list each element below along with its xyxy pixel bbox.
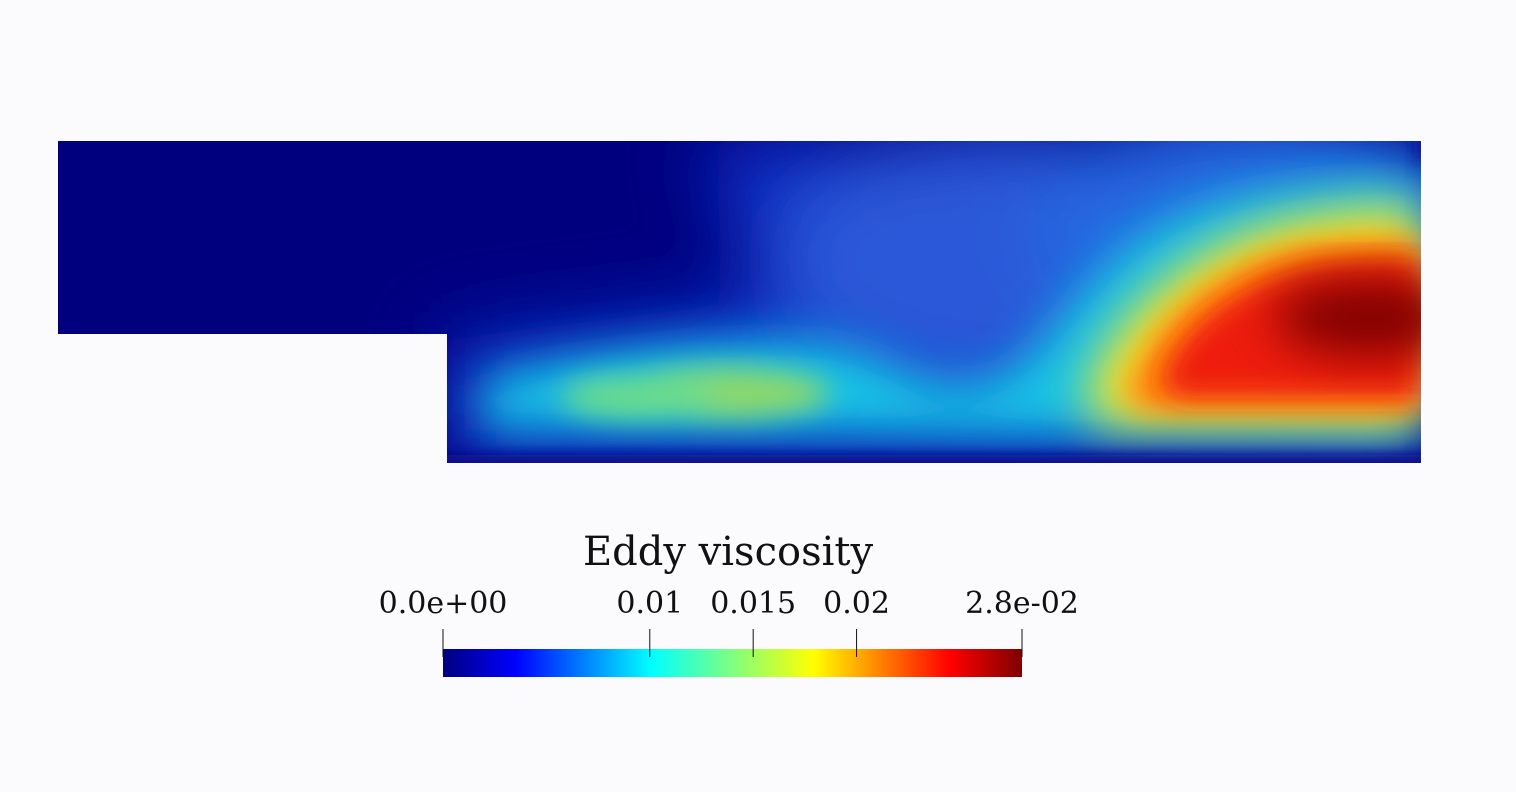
colorbar-gradient (443, 649, 1022, 677)
colorbar-tick-label: 0.0e+00 (379, 586, 508, 621)
colorbar: Eddy viscosity 0.0e+00 0.01 0.015 0.02 2.8e-… (379, 529, 1079, 677)
field-darkred-core (1275, 280, 1421, 356)
colorbar-tick-label: 2.8e-02 (965, 586, 1079, 621)
colorbar-tick-label: 0.01 (616, 586, 683, 621)
eddy-viscosity-field (58, 141, 1421, 463)
colorbar-ticks: 0.0e+00 0.01 0.015 0.02 2.8e-02 (379, 586, 1079, 657)
field-green-bubble (560, 367, 830, 419)
colorbar-tick-label: 0.015 (710, 586, 796, 621)
colorbar-tick-label: 0.02 (823, 586, 890, 621)
colorbar-title: Eddy viscosity (583, 529, 874, 575)
field-wall-layer (440, 141, 1421, 463)
